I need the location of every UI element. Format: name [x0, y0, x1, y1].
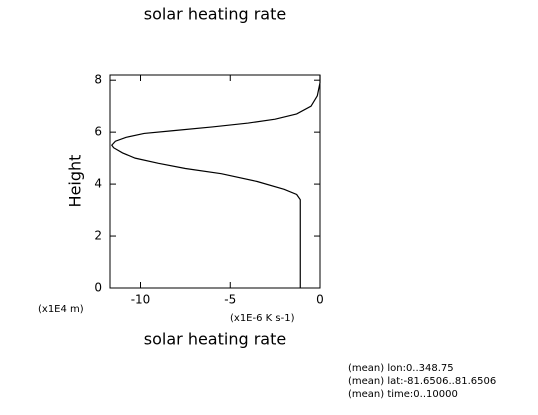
line [111, 75, 321, 288]
note: (mean) lat:-81.6506..81.6506 [348, 376, 496, 387]
y-tick-label: 8 [94, 73, 102, 87]
x-tick-label: -10 [131, 293, 151, 307]
x-axis-label: solar heating rate [144, 330, 286, 349]
x-tick-label: 0 [316, 293, 324, 307]
y-tick-label: 6 [94, 125, 102, 139]
y-tick-label: 2 [94, 229, 102, 243]
note: (mean) lon:0..348.75 [348, 363, 454, 374]
plot-frame [109, 74, 321, 289]
x-tick-label: -5 [224, 293, 236, 307]
x-unit: (x1E-6 K s-1) [230, 313, 295, 324]
y-tick-label: 0 [94, 281, 102, 295]
note: (mean) time:0..10000 [348, 389, 458, 400]
y-tick-label: 4 [94, 177, 102, 191]
chart-title: solar heating rate [144, 5, 286, 24]
y-unit: (x1E4 m) [38, 304, 84, 315]
y-axis-label: Height [66, 155, 85, 208]
